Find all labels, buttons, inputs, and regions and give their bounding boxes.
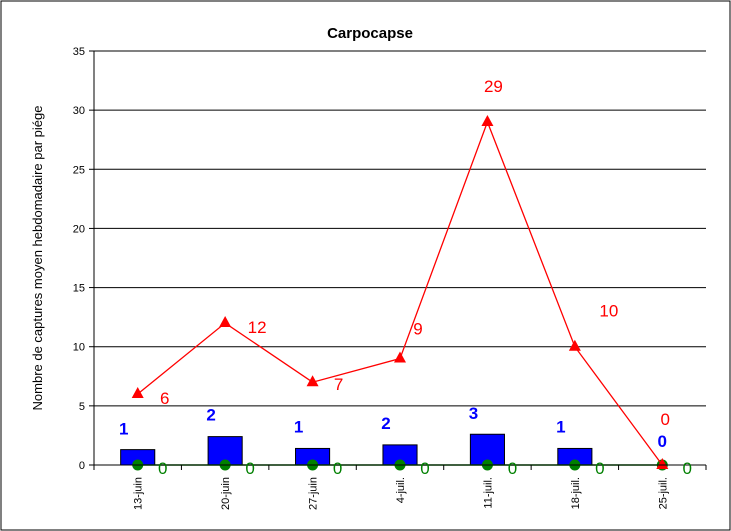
x-tick-label-3: 4-juil. [395, 477, 407, 503]
bar-label-3: 2 [381, 414, 390, 433]
x-tick-label-5: 18-juil. [570, 477, 582, 509]
red-line-series [131, 114, 669, 469]
x-axis-ticks: 13-juin 20-juin 27-juin 4-juil. 11-juil. 18-j… [93, 465, 707, 510]
green-label-0: 0 [158, 459, 167, 478]
bar-label-6: 0 [658, 432, 667, 451]
y-tick-label-6: 30 [73, 105, 85, 117]
y-axis-ticks: 0 5 10 15 20 25 30 35 [73, 46, 94, 472]
y-tick-label-0: 0 [79, 460, 85, 472]
y-tick-label-2: 10 [73, 342, 85, 354]
green-label-2: 0 [333, 459, 342, 478]
y-tick-label-5: 25 [73, 164, 85, 176]
y-tick-label-7: 35 [73, 46, 85, 58]
red-point-4 [481, 114, 494, 126]
red-label-6: 0 [661, 410, 670, 429]
x-tick-label-4: 11-juil. [482, 477, 494, 509]
green-label-4: 0 [508, 459, 517, 478]
green-label-1: 0 [245, 459, 254, 478]
red-point-6 [656, 458, 669, 469]
bar-label-1: 2 [206, 406, 215, 425]
x-tick-label-1: 20-juin [220, 477, 232, 510]
y-tick-label-4: 20 [73, 223, 85, 235]
y-tick-label-1: 5 [79, 401, 85, 413]
green-label-6: 0 [683, 459, 692, 478]
green-label-3: 0 [420, 459, 429, 478]
x-tick-label-6: 25-juil. [657, 477, 669, 509]
red-label-2: 7 [334, 375, 343, 394]
axes [93, 51, 706, 466]
red-point-2 [306, 375, 319, 387]
bar-label-0: 1 [119, 420, 128, 439]
x-tick-label-2: 27-juin [308, 477, 320, 510]
bar-label-4: 3 [469, 404, 478, 423]
red-point-0 [131, 387, 144, 399]
y-axis-label: Nombre de captures moyen hebdomadaire pa… [30, 106, 45, 411]
red-label-1: 12 [248, 318, 267, 337]
red-label-3: 9 [413, 320, 422, 339]
red-label-4: 29 [484, 77, 503, 96]
chart-title: Carpocapse [327, 25, 413, 42]
y-tick-label-3: 15 [73, 283, 85, 295]
bar-label-5: 1 [556, 417, 565, 436]
red-label-0: 6 [160, 389, 169, 408]
red-point-1 [219, 316, 232, 328]
bar-label-2: 1 [294, 417, 303, 436]
green-label-5: 0 [595, 459, 604, 478]
red-point-5 [568, 339, 581, 351]
red-point-3 [394, 351, 406, 363]
x-tick-label-0: 13-juin [133, 477, 145, 510]
red-label-5: 10 [599, 302, 618, 321]
